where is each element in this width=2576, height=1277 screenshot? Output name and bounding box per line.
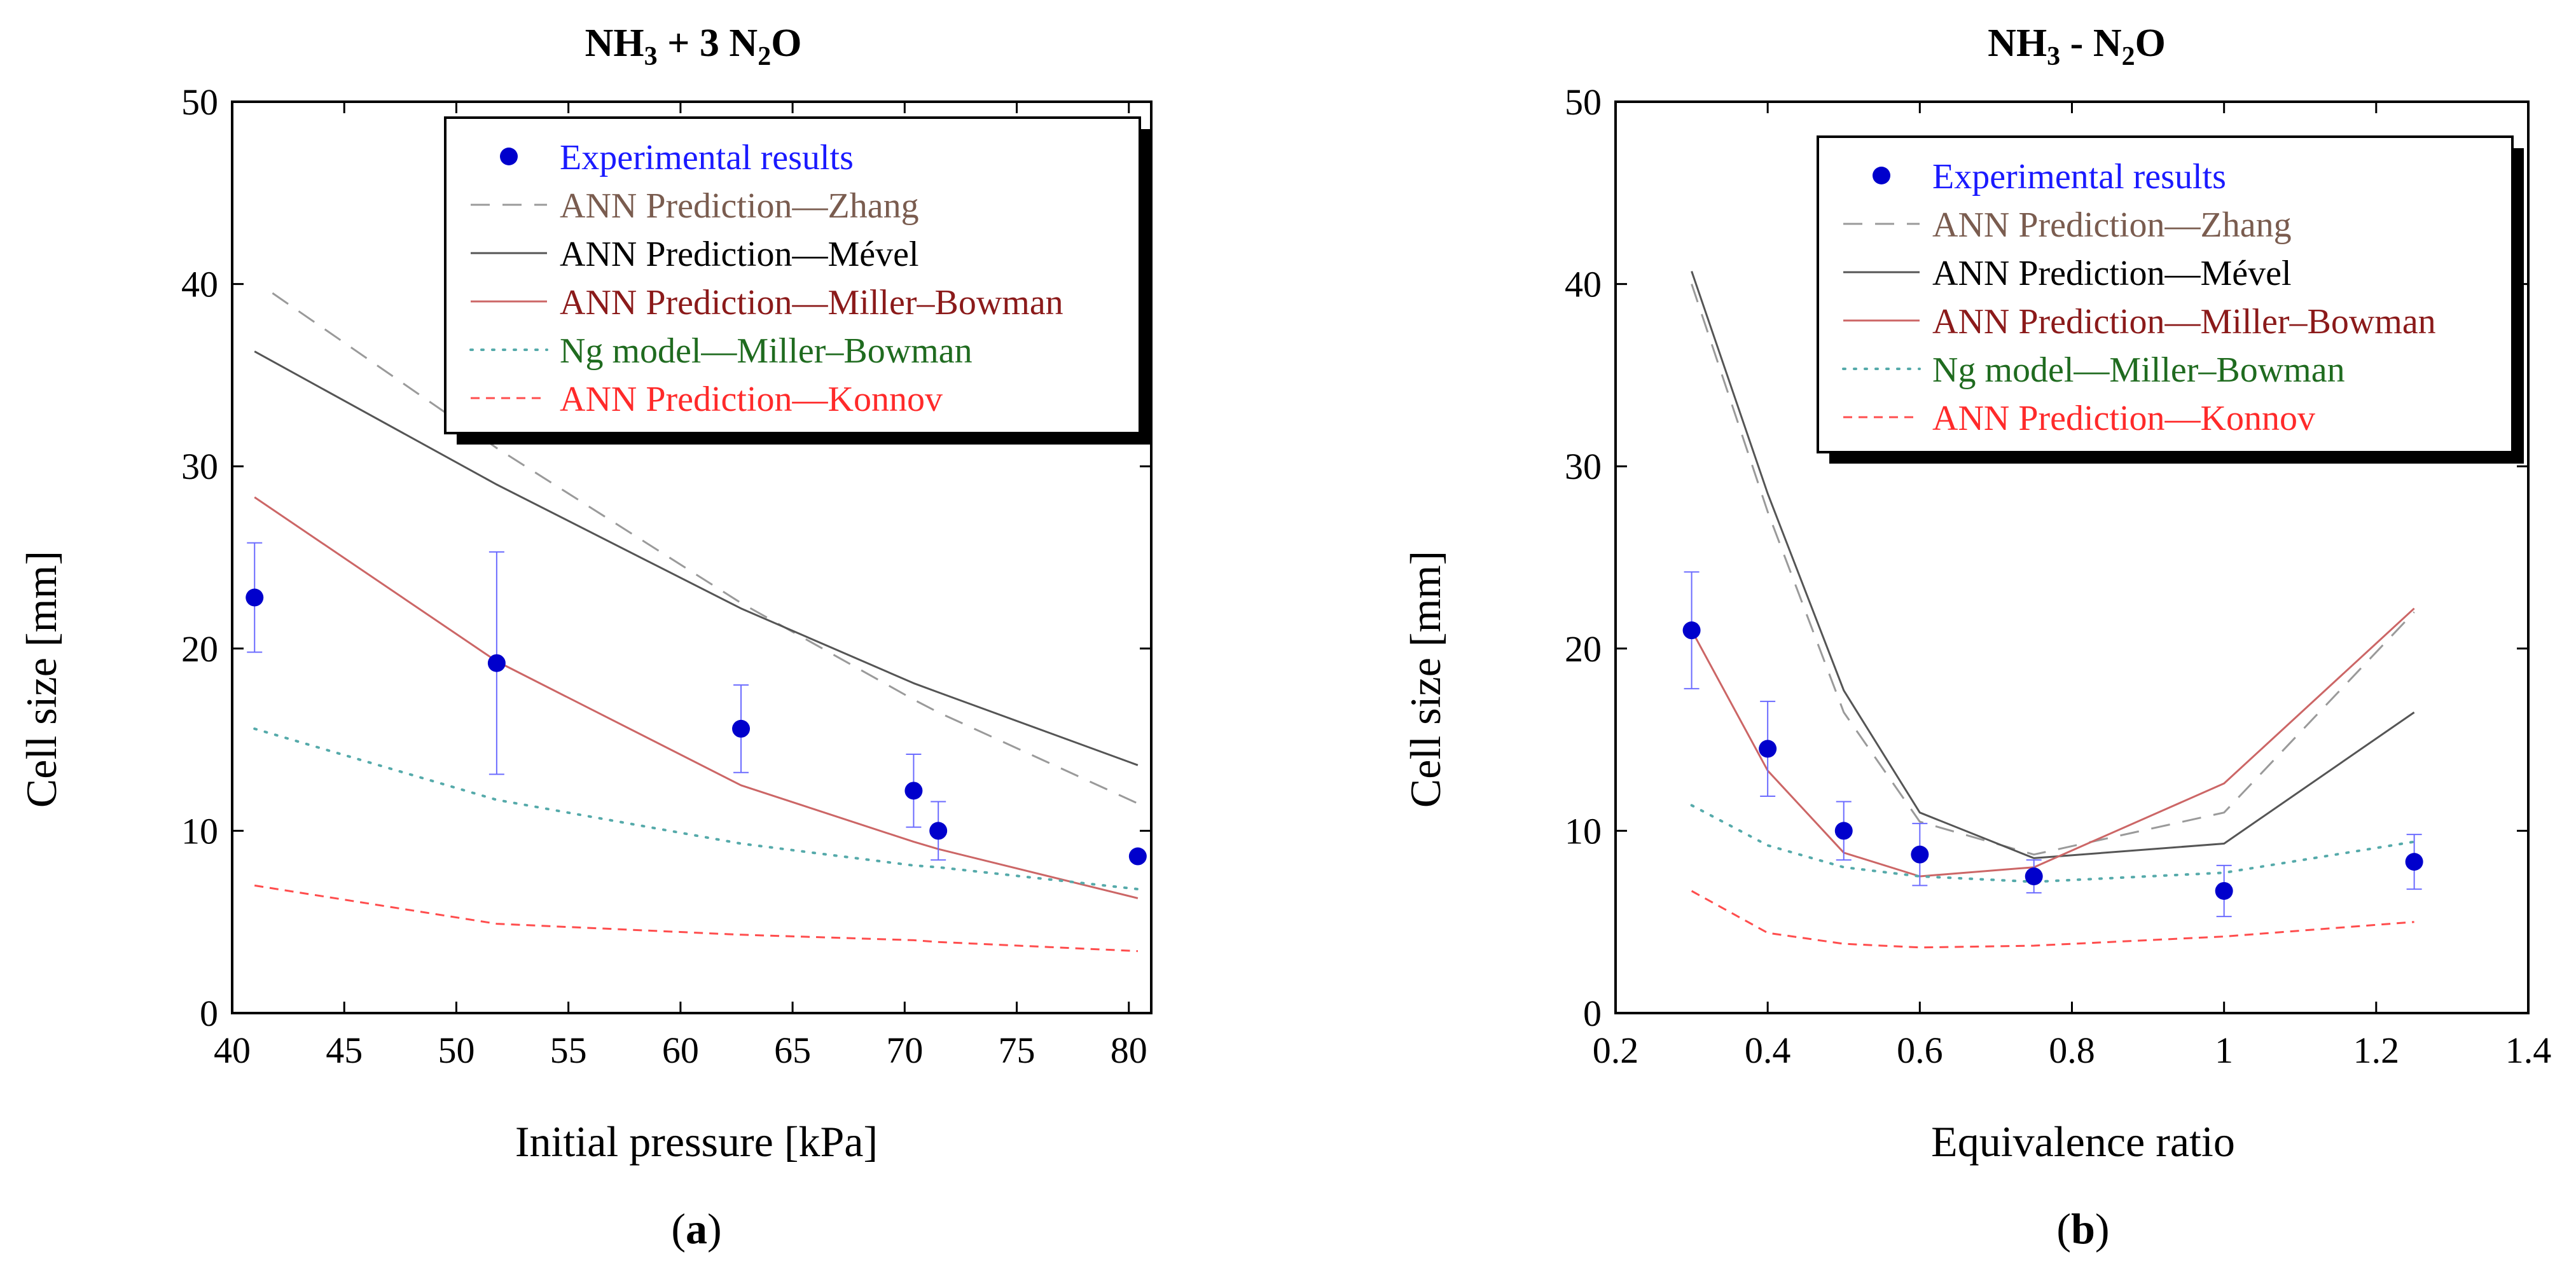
experimental-point <box>2405 853 2423 871</box>
legend-b: Experimental results ANN Prediction—Zhan… <box>1817 135 2524 464</box>
y-tick-label: 0 <box>200 993 218 1034</box>
x-tick-label: 65 <box>774 1030 811 1071</box>
legend-label-experimental-b: Experimental results <box>1932 157 2226 197</box>
x-tick-label: 0.8 <box>2049 1030 2095 1071</box>
x-tick-label: 60 <box>662 1030 699 1071</box>
chart-title-b: NH3 - N2O <box>1988 22 2166 71</box>
y-axis-label-a: Cell size [mm] <box>17 551 66 808</box>
y-tick-label: 0 <box>1583 993 1602 1034</box>
y-tick-label: 20 <box>181 628 218 670</box>
legend-label-zhang-a: ANN Prediction—Zhang <box>560 186 919 226</box>
legend-label-mevel-a: ANN Prediction—Mével <box>560 235 919 274</box>
legend-marker-experimental-a <box>500 148 518 165</box>
experimental-point <box>2025 867 2043 886</box>
experimental-point <box>1911 845 1929 864</box>
experimental-point <box>2215 881 2233 900</box>
y-tick-label: 10 <box>1565 810 1602 852</box>
legend-label-experimental-a: Experimental results <box>560 138 854 177</box>
legend-label-ng-b: Ng model—Miller–Bowman <box>1932 350 2345 390</box>
x-axis-label-b: Equivalence ratio <box>1931 1117 2235 1166</box>
experimental-point <box>1759 740 1777 758</box>
x-tick-label: 1 <box>2215 1030 2233 1071</box>
x-tick-label: 50 <box>438 1030 474 1071</box>
experimental-point <box>929 822 948 840</box>
legend-box-b <box>1817 135 2514 453</box>
x-tick-label: 0.2 <box>1593 1030 1639 1071</box>
x-tick-label: 0.4 <box>1745 1030 1791 1071</box>
series-line-miller-bowman-a <box>254 496 1139 899</box>
legend-a: Experimental results ANN Prediction—Zhan… <box>444 116 1151 445</box>
experimental-point <box>1682 621 1701 640</box>
series-line-zhang-b <box>1691 284 2415 856</box>
y-tick-label: 30 <box>181 446 218 487</box>
x-tick-label: 55 <box>550 1030 587 1071</box>
x-tick-label: 1.4 <box>2505 1030 2552 1071</box>
panel-label-a: (a) <box>671 1205 721 1253</box>
legend-label-miller-a: ANN Prediction—Miller–Bowman <box>560 283 1063 322</box>
series-line-konnov-a <box>254 884 1138 953</box>
legend-box-a <box>444 116 1141 434</box>
chart-panel-b: NH3 - N2O 0.2 0.4 0.6 0.8 1 1.2 1.4 0 10 20 30 40 50… <box>1401 22 2551 1253</box>
x-tick-label: 80 <box>1111 1030 1147 1071</box>
y-tick-label: 30 <box>1565 446 1602 487</box>
x-tick-label: 0.6 <box>1897 1030 1943 1071</box>
x-tick-label: 1.2 <box>2353 1030 2400 1071</box>
y-tick-label: 40 <box>181 264 218 305</box>
y-tick-label: 50 <box>1565 81 1602 123</box>
x-tick-label: 45 <box>326 1030 363 1071</box>
experimental-point <box>732 719 751 738</box>
series-line-mevel-a <box>254 350 1139 766</box>
experimental-point <box>246 588 264 607</box>
x-tick-label: 40 <box>214 1030 251 1071</box>
legend-marker-experimental-b <box>1873 167 1890 184</box>
legend-label-ng-a: Ng model—Miller–Bowman <box>560 331 973 371</box>
plot-frame-b <box>1614 100 2530 1014</box>
y-tick-label: 20 <box>1565 628 1602 670</box>
y-axis-label-b: Cell size [mm] <box>1401 551 1450 808</box>
chart-title-a: NH3 + 3 N2O <box>585 22 802 71</box>
experimental-point <box>487 654 506 672</box>
series-line-mevel-b <box>1691 271 2415 859</box>
y-tick-label: 10 <box>181 810 218 852</box>
x-axis-label-a: Initial pressure [kPa] <box>515 1117 878 1166</box>
legend-label-mevel-b: ANN Prediction—Mével <box>1932 254 2292 293</box>
y-tick-label: 50 <box>181 81 218 123</box>
series-line-miller-bowman-b <box>1691 607 2415 878</box>
plot-frame-a <box>231 100 1153 1014</box>
chart-panel-a: NH3 + 3 N2O 40 45 50 55 60 65 70 75 80 0 10 20 30 40 5… <box>17 22 1153 1253</box>
legend-label-miller-b: ANN Prediction—Miller–Bowman <box>1932 302 2436 342</box>
y-tick-label: 40 <box>1565 264 1602 305</box>
legend-label-konnov-a: ANN Prediction—Konnov <box>560 380 943 419</box>
x-tick-label: 75 <box>999 1030 1035 1071</box>
experimental-point <box>1128 847 1147 866</box>
x-tick-label: 70 <box>886 1030 923 1071</box>
panel-label-b: (b) <box>2056 1205 2109 1253</box>
legend-label-konnov-b: ANN Prediction—Konnov <box>1932 399 2315 438</box>
experimental-point <box>1834 822 1853 840</box>
series-line-konnov-b <box>1691 890 2414 949</box>
legend-label-zhang-b: ANN Prediction—Zhang <box>1932 205 2292 245</box>
series-line-ng-model-b <box>1690 804 2416 883</box>
experimental-point <box>904 782 923 800</box>
